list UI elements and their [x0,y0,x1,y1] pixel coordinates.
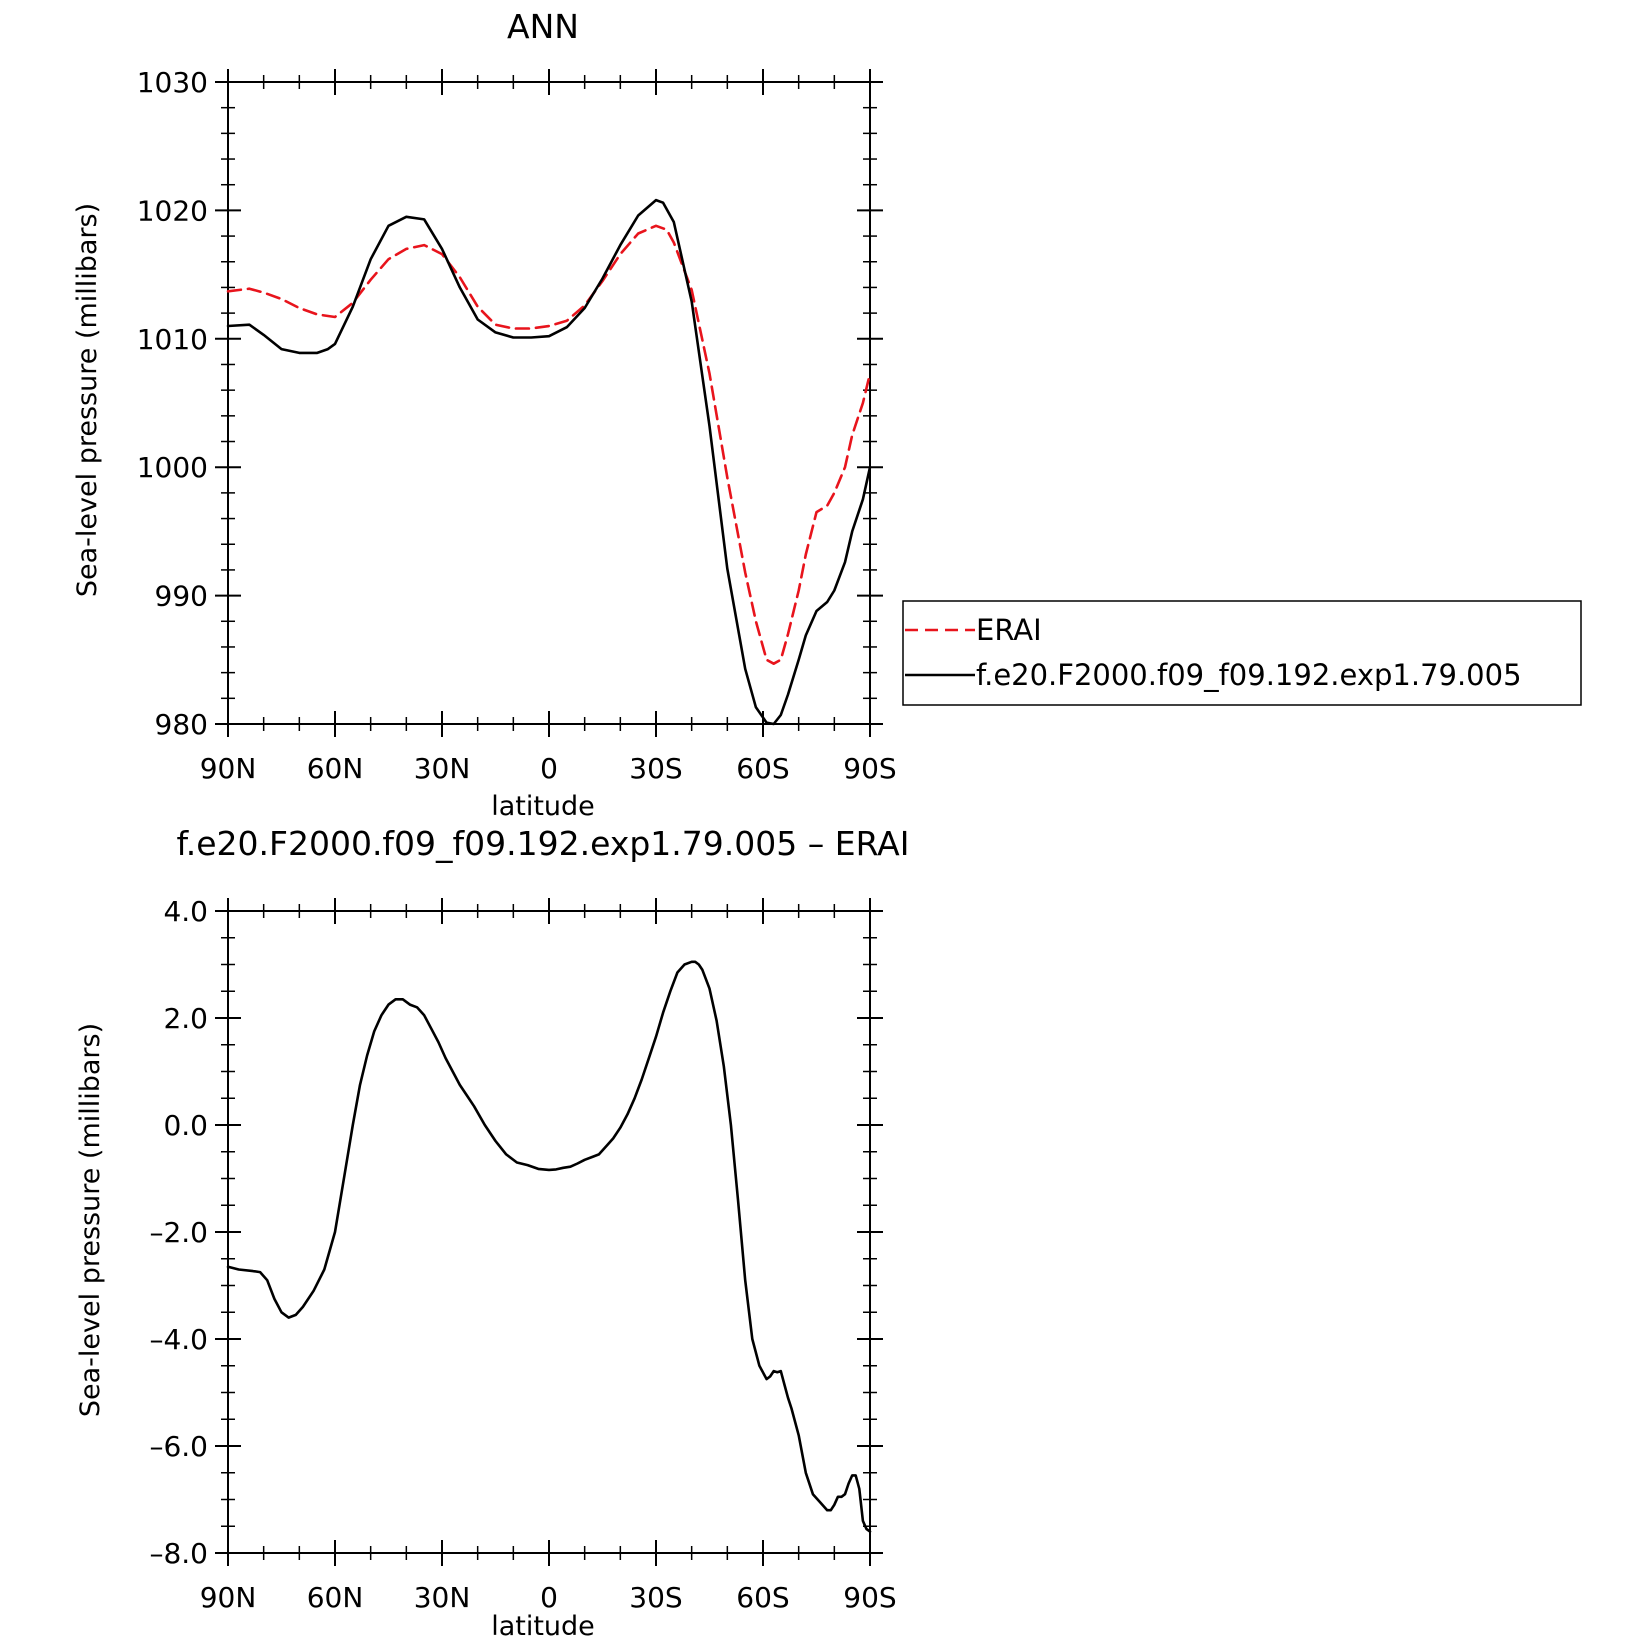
bottom-plot-frame [227,910,871,1554]
bottom-y-tick-label: 0.0 [163,1109,208,1142]
bottom-y-tick-label: –6.0 [149,1430,208,1463]
bottom-x-tick-label: 60S [736,1581,789,1614]
bottom-x-axis-label: latitude [491,1611,595,1641]
legend: ERAI f.e20.F2000.f09_f09.192.exp1.79.005 [902,600,1582,706]
top-y-tick-label: 1030 [137,66,208,99]
bottom-y-tick-label: –4.0 [149,1323,208,1356]
bottom-chart-plot [226,960,872,1533]
bottom-y-tick-label: 2.0 [163,1002,208,1035]
top-x-tick-label: 30S [629,752,682,785]
top-y-tick-label: 980 [155,708,208,741]
bottom-panel: f.e20.F2000.f09_f09.192.exp1.79.005 – ER… [75,824,910,1641]
bottom-series-line-0 [226,960,872,1533]
top-x-tick-label: 30N [414,752,471,785]
top-series-line-0 [226,224,872,666]
top-chart-title: ANN [507,7,579,46]
top-x-axis-label: latitude [491,791,595,822]
top-y-tick-label: 990 [155,580,208,613]
bottom-x-tick-label: 0 [540,1581,558,1614]
top-y-tick-label: 1010 [137,323,208,356]
legend-erai-label: ERAI [976,613,1042,647]
legend-box [902,600,1582,706]
top-y-axis-label: Sea-level pressure (millibars) [72,203,103,597]
bottom-y-axis-label: Sea-level pressure (millibars) [75,1023,106,1417]
top-x-tick-label: 60N [307,752,364,785]
top-panel: ANN 980 990 1000 1010 1020 1030 90N 60N 30N 0 30S 6… [72,7,1582,822]
bottom-x-tick-label: 30N [414,1581,471,1614]
top-chart-plot [226,198,872,726]
bottom-chart-axes: –8.0 –6.0 –4.0 –2.0 0.0 2.0 4.0 90N 60N 30N 0 30S 60… [149,895,896,1614]
bottom-y-tick-label: 4.0 [163,895,208,928]
bottom-x-tick-label: 90S [843,1581,896,1614]
top-chart-axes: 980 990 1000 1010 1020 1030 90N 60N 30N 0 30S 60S 90… [137,66,897,785]
top-y-tick-label: 1020 [137,194,208,227]
top-x-tick-label: 90N [200,752,257,785]
top-series-line-1 [226,198,872,726]
bottom-y-tick-label: –8.0 [149,1537,208,1570]
bottom-x-tick-label: 90N [200,1581,257,1614]
top-plot-frame [227,81,871,725]
bottom-y-tick-label: –2.0 [149,1216,208,1249]
top-x-tick-label: 90S [843,752,896,785]
legend-model-label: f.e20.F2000.f09_f09.192.exp1.79.005 [976,658,1522,692]
bottom-chart-title: f.e20.F2000.f09_f09.192.exp1.79.005 – ER… [176,824,909,863]
top-x-tick-label: 60S [736,752,789,785]
bottom-x-tick-label: 30S [629,1581,682,1614]
top-y-tick-label: 1000 [137,451,208,484]
top-x-tick-label: 0 [540,752,558,785]
bottom-x-tick-label: 60N [307,1581,364,1614]
